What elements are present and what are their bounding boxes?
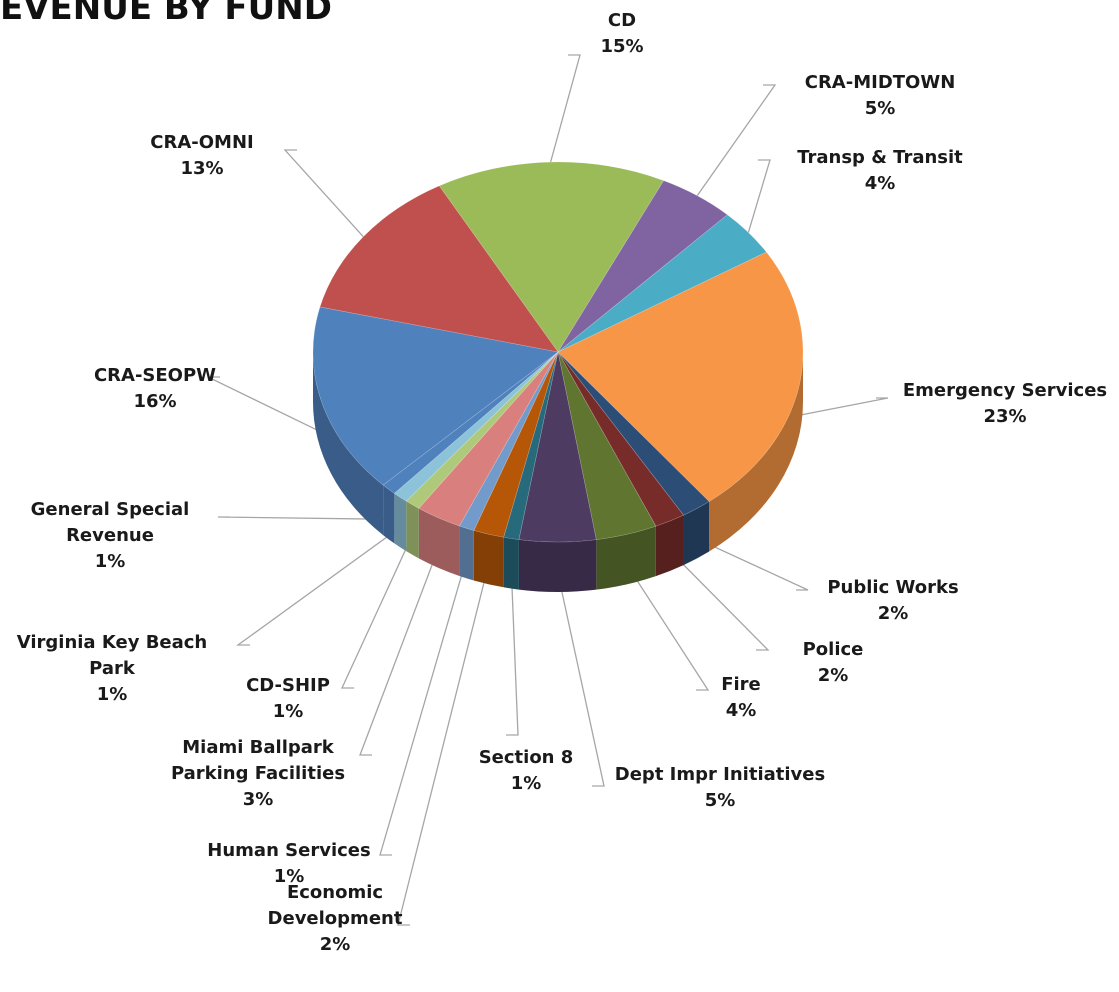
- pie-slice: [557, 351, 710, 516]
- pie-slice-side: [683, 501, 710, 566]
- slice-label: Economic Development: [267, 882, 403, 929]
- slice-label: Transp & Transit: [797, 147, 963, 168]
- slice-label: CD: [607, 10, 637, 31]
- pie-slice: [382, 351, 559, 494]
- leader-line: [799, 397, 889, 416]
- leader-line: [359, 547, 440, 756]
- pie-slice: [557, 214, 767, 353]
- slice-label: CRA-SEOPW: [93, 365, 217, 386]
- slice-value-label: 4%: [725, 700, 757, 721]
- slice-value-label: 2%: [319, 934, 351, 955]
- slice-value-label: 1%: [273, 866, 305, 887]
- slice-label: Section 8: [478, 747, 574, 768]
- pie-slice-side: [503, 537, 519, 590]
- slice-value-label: 13%: [180, 158, 224, 179]
- pie-slice-side: [459, 525, 474, 581]
- slice-value-label: 3%: [242, 789, 274, 810]
- pie-slice-side: [709, 352, 803, 552]
- pie-top: [312, 161, 804, 543]
- slice-value-label: 2%: [877, 603, 909, 624]
- slice-label: General Special Revenue: [30, 499, 190, 546]
- leader-line: [506, 568, 519, 736]
- slice-value-label: 5%: [704, 790, 736, 811]
- slice-value-label: 15%: [600, 36, 644, 57]
- leader-line: [340, 534, 414, 689]
- leader-line: [207, 376, 323, 433]
- pie-slice-side: [518, 539, 597, 592]
- slice-label: CD-SHIP: [246, 675, 330, 696]
- leader-line: [747, 159, 771, 233]
- slice-value-label: 16%: [133, 391, 177, 412]
- leader-line: [379, 558, 468, 856]
- pie-slice-side: [313, 352, 384, 536]
- slice-value-label: 4%: [864, 173, 896, 194]
- leader-line: [669, 550, 770, 651]
- slice-label: Human Services: [207, 840, 371, 861]
- leader-line: [556, 571, 605, 787]
- leader-line: [696, 538, 809, 591]
- leader-line: [217, 516, 389, 520]
- leader-line: [549, 54, 581, 163]
- slice-value-label: 1%: [272, 701, 304, 722]
- slice-value-label: 23%: [983, 406, 1027, 427]
- pie-sides: [313, 352, 803, 592]
- slice-label: CRA-MIDTOWN: [804, 72, 956, 93]
- leader-line: [235, 526, 401, 646]
- slice-value-label: 2%: [817, 665, 849, 686]
- leader-lines: [207, 54, 889, 926]
- pie-slice: [503, 351, 559, 540]
- pie-slice: [518, 351, 597, 543]
- pie-slice: [458, 351, 559, 531]
- leader-line: [626, 564, 710, 691]
- slice-value-label: 1%: [94, 551, 126, 572]
- slice-label: Miami Ballpark Parking Facilities: [170, 737, 346, 784]
- pie-slice: [312, 306, 559, 486]
- slice-label: Fire: [721, 674, 761, 695]
- pie-slice: [438, 161, 665, 353]
- slice-label: Police: [802, 639, 864, 660]
- leader-line: [696, 84, 777, 197]
- pie-slice-side: [596, 526, 656, 590]
- pie-slice: [557, 251, 804, 502]
- slice-value-label: 5%: [864, 98, 896, 119]
- pie-slice: [393, 351, 559, 502]
- pie-slice: [557, 180, 728, 353]
- pie-slice-side: [473, 530, 504, 588]
- slice-label: Emergency Services: [902, 380, 1108, 401]
- pie-slice: [319, 185, 559, 353]
- pie-slice: [405, 351, 559, 509]
- slice-label: CRA-OMNI: [150, 132, 254, 153]
- pie-slice: [418, 351, 559, 527]
- slice-value-label: 1%: [96, 684, 128, 705]
- leader-line: [397, 564, 490, 926]
- chart-title: EVENUE BY FUND: [0, 0, 332, 28]
- leader-line: [283, 149, 364, 238]
- slice-label: Dept Impr Initiatives: [614, 764, 826, 785]
- pie-slice-side: [406, 501, 419, 559]
- pie-slice-side: [383, 485, 395, 544]
- pie-slice: [473, 351, 559, 538]
- pie-slice-side: [418, 508, 460, 576]
- slice-label: Public Works: [827, 577, 959, 598]
- pie-slice-side: [655, 515, 684, 577]
- slice-label: Virginia Key Beach Park: [16, 632, 208, 679]
- pie-slice-side: [394, 493, 407, 552]
- pie-slice: [557, 351, 684, 527]
- slice-value-label: 1%: [510, 773, 542, 794]
- pie-slice: [557, 351, 657, 540]
